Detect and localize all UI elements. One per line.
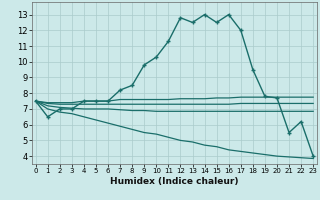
X-axis label: Humidex (Indice chaleur): Humidex (Indice chaleur) [110, 177, 239, 186]
